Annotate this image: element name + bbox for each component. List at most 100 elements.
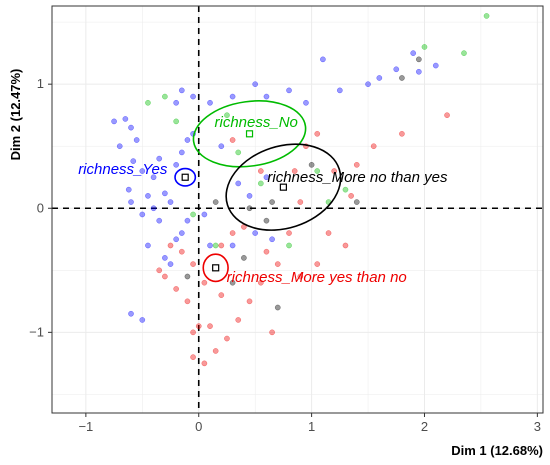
y-tick-label: 0	[37, 200, 44, 215]
data-point-richness-no	[461, 50, 467, 57]
data-point-richness-no	[235, 149, 242, 156]
data-point-richness-more-no-than-yes	[269, 199, 275, 205]
data-point-richness-no	[162, 93, 168, 100]
data-point-richness-more-yes-than-no	[212, 348, 219, 354]
data-point-richness-more-yes-than-no	[201, 279, 208, 286]
data-point-richness-more-no-than-yes	[308, 161, 315, 168]
confidence-ellipse	[174, 167, 197, 187]
data-point-richness-more-yes-than-no	[274, 261, 281, 267]
data-point-richness-more-yes-than-no	[218, 292, 225, 298]
data-point-richness-more-yes-than-no	[257, 279, 264, 286]
data-point-richness-more-no-than-yes	[212, 199, 219, 205]
data-point-richness-yes	[415, 68, 422, 75]
data-point-richness-more-yes-than-no	[229, 137, 236, 143]
data-point-richness-yes	[229, 242, 236, 249]
data-point-richness-more-no-than-yes	[184, 273, 191, 280]
data-point-richness-yes	[128, 199, 134, 205]
y-tick-label: −1	[29, 324, 44, 339]
data-point-richness-more-yes-than-no	[190, 329, 196, 336]
centroid-marker	[245, 130, 254, 138]
data-point-richness-yes	[162, 255, 168, 261]
data-point-richness-no	[145, 99, 151, 106]
data-point-richness-more-yes-than-no	[286, 230, 292, 236]
data-point-richness-more-yes-than-no	[297, 273, 304, 280]
data-point-richness-yes	[116, 143, 123, 150]
data-point-richness-more-yes-than-no	[314, 261, 321, 267]
data-point-richness-yes	[252, 230, 259, 236]
data-point-richness-more-no-than-yes	[399, 75, 405, 81]
data-point-richness-yes	[218, 143, 225, 150]
data-point-richness-no	[190, 211, 196, 218]
y-axis-title: Dim 2 (12.47%)	[8, 69, 23, 161]
data-point-richness-yes	[286, 87, 292, 94]
data-point-richness-yes	[393, 66, 400, 73]
data-point-richness-yes	[139, 211, 146, 218]
data-point-richness-more-yes-than-no	[167, 242, 174, 249]
data-point-richness-more-yes-than-no	[184, 298, 191, 305]
data-point-richness-more-yes-than-no	[195, 323, 202, 329]
confidence-ellipse	[192, 100, 307, 168]
data-point-richness-more-no-than-yes	[274, 304, 281, 311]
category-label: richness_More yes than no	[227, 269, 407, 286]
x-tick-label: 2	[421, 419, 428, 434]
data-point-richness-yes	[156, 155, 163, 162]
data-point-richness-more-no-than-yes	[353, 199, 360, 205]
category-label: richness_No	[215, 114, 298, 131]
data-point-richness-yes	[252, 81, 259, 88]
data-point-richness-yes	[336, 87, 343, 94]
data-point-richness-yes	[173, 99, 180, 106]
data-point-richness-more-yes-than-no	[353, 161, 360, 168]
category-label: richness_More no than yes	[267, 169, 448, 186]
data-point-richness-more-no-than-yes	[246, 205, 253, 212]
data-point-richness-yes	[111, 118, 117, 125]
data-point-richness-more-yes-than-no	[291, 168, 298, 174]
data-point-richness-yes	[173, 236, 180, 243]
data-point-richness-more-yes-than-no	[325, 230, 332, 236]
data-point-richness-yes	[207, 242, 213, 249]
data-point-richness-more-yes-than-no	[399, 130, 405, 137]
confidence-ellipse	[225, 143, 342, 231]
data-point-richness-more-no-than-yes	[229, 279, 236, 286]
data-point-richness-no	[342, 186, 349, 193]
x-tick-label: 3	[534, 419, 541, 434]
data-point-richness-yes	[178, 87, 185, 94]
data-point-richness-yes	[130, 158, 137, 164]
category-centroids	[181, 130, 287, 272]
data-point-richness-yes	[184, 217, 191, 224]
data-point-richness-yes	[139, 168, 146, 174]
data-point-richness-yes	[128, 310, 134, 317]
data-point-richness-yes	[125, 186, 132, 193]
data-point-richness-yes	[376, 75, 383, 81]
data-point-richness-more-yes-than-no	[331, 168, 338, 174]
data-point-richness-more-yes-than-no	[269, 329, 275, 336]
data-point-richness-more-yes-than-no	[224, 335, 230, 342]
data-point-richness-no	[286, 242, 292, 249]
y-tick-label: 1	[37, 76, 44, 91]
data-point-richness-more-yes-than-no	[173, 286, 180, 292]
data-point-richness-yes	[128, 124, 134, 131]
data-point-richness-yes	[145, 242, 151, 249]
data-point-richness-more-yes-than-no	[190, 261, 196, 267]
data-point-richness-more-yes-than-no	[178, 248, 185, 255]
data-point-richness-more-yes-than-no	[263, 248, 270, 255]
data-point-richness-yes	[229, 93, 236, 100]
data-point-richness-yes	[263, 174, 270, 181]
data-point-richness-yes	[410, 50, 417, 57]
data-point-richness-yes	[320, 56, 326, 63]
data-point-richness-no	[173, 118, 180, 125]
data-point-richness-more-no-than-yes	[263, 217, 270, 224]
data-point-richness-more-yes-than-no	[314, 130, 321, 137]
data-point-richness-yes	[145, 193, 151, 199]
x-tick-label: 0	[195, 419, 202, 434]
data-point-richness-yes	[133, 137, 140, 143]
category-labels: richness_Yes richness_No richness_More no …	[78, 114, 448, 286]
centroid-marker	[279, 183, 287, 191]
data-point-richness-yes	[139, 317, 146, 323]
data-point-richness-yes	[184, 137, 191, 143]
data-point-richness-yes	[365, 81, 371, 88]
x-tick-label: −1	[78, 419, 93, 434]
centroid-marker	[181, 173, 189, 181]
data-point-richness-yes	[303, 99, 309, 106]
x-tick-label: 1	[308, 419, 315, 434]
confidence-ellipse	[202, 253, 229, 283]
